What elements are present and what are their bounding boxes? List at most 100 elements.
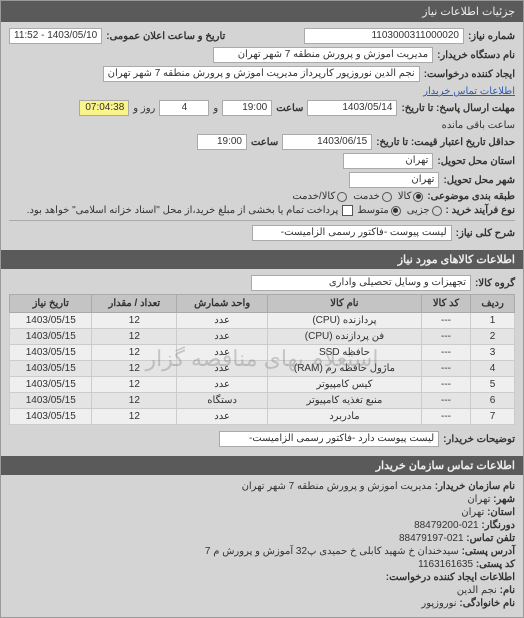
c-name: نجم الدین <box>457 585 497 596</box>
table-cell: --- <box>421 409 470 425</box>
col-header: واحد شمارش <box>177 295 268 313</box>
c-fax: 021-88479200 <box>414 520 479 531</box>
table-cell: 12 <box>92 345 177 361</box>
contact-header: اطلاعات تماس سازمان خریدار <box>1 456 523 475</box>
table-cell: فن پردازنده (CPU) <box>268 329 422 345</box>
items-header: اطلاعات کالاهای مورد نیاز <box>1 250 523 269</box>
table-cell: 12 <box>92 329 177 345</box>
table-row: 1---پردازنده (CPU)عدد121403/05/15 <box>10 313 515 329</box>
table-row: 4---ماژول حافظه رم (RAM)عدد121403/05/15 <box>10 361 515 377</box>
form-section: شماره نیاز: 1103000311000020 تاریخ و ساع… <box>1 22 523 250</box>
deadline-send-time: 19:00 <box>222 100 272 116</box>
window: جزئیات اطلاعات نیاز شماره نیاز: 11030003… <box>0 0 524 618</box>
table-cell: منبع تغذیه کامپیوتر <box>268 393 422 409</box>
c-org: مدیریت اموزش و پرورش منطقه 7 شهر تهران <box>242 481 432 492</box>
contact-block: نام سازمان خریدار: مدیریت اموزش و پرورش … <box>1 475 523 617</box>
col-header: کد کالا <box>421 295 470 313</box>
province-field: تهران <box>343 153 433 169</box>
c-lname-label: نام خانوادگی: <box>459 598 515 609</box>
pack-radio-group: کالا خدمت کالا/خدمت <box>292 191 423 202</box>
pack-radio-0[interactable]: کالا <box>398 191 424 202</box>
window-title: جزئیات اطلاعات نیاز <box>422 6 515 18</box>
table-cell: 1403/05/15 <box>10 393 92 409</box>
c-prov-label: استان: <box>487 507 515 518</box>
table-cell: 1403/05/15 <box>10 409 92 425</box>
req-no-field: 1103000311000020 <box>304 28 464 44</box>
pay-checkbox[interactable] <box>342 205 353 216</box>
buyer-notes-label: توضیحات خریدار: <box>443 434 515 445</box>
table-row: 7---مادربردعدد121403/05/15 <box>10 409 515 425</box>
table-cell: 1403/05/15 <box>10 377 92 393</box>
size-radio-group: جزیی متوسط <box>357 205 441 216</box>
creator-field: نجم الدین نوروزپور کارپرداز مدیریت اموزش… <box>103 66 420 82</box>
table-cell: 12 <box>92 393 177 409</box>
table-cell: 5 <box>471 377 515 393</box>
table-cell: --- <box>421 377 470 393</box>
c-postal: 1163161635 <box>418 559 473 570</box>
c-phone: 021-88479197 <box>399 533 464 544</box>
table-cell: 3 <box>471 345 515 361</box>
size-radio-0[interactable]: جزیی <box>407 205 442 216</box>
table-row: 2---فن پردازنده (CPU)عدد121403/05/15 <box>10 329 515 345</box>
valid-min-date: 1403/06/15 <box>282 134 372 150</box>
valid-min-time: 19:00 <box>197 134 247 150</box>
city-field: تهران <box>349 172 439 188</box>
size-label: نوع فرآیند خرید : <box>446 205 515 216</box>
table-cell: دستگاه <box>177 393 268 409</box>
table-cell: --- <box>421 329 470 345</box>
pay-note: پرداخت تمام یا بخشی از مبلغ خرید،از محل … <box>27 205 339 216</box>
col-header: تاریخ نیاز <box>10 295 92 313</box>
c-reqhdr: اطلاعات ایجاد کننده درخواست: <box>386 572 515 583</box>
table-cell: 1 <box>471 313 515 329</box>
pack-radio-1[interactable]: خدمت <box>353 191 392 202</box>
desc-label: شرح کلی نیاز: <box>456 228 515 239</box>
table-cell: کیس کامپیوتر <box>268 377 422 393</box>
titlebar: جزئیات اطلاعات نیاز <box>1 1 523 22</box>
buyer-dev-field: مدیریت اموزش و پرورش منطقه 7 شهر تهران <box>213 47 433 63</box>
table-cell: --- <box>421 393 470 409</box>
table-cell: 6 <box>471 393 515 409</box>
c-town-label: شهر: <box>493 494 515 505</box>
hour-label-1: ساعت <box>276 103 303 114</box>
table-cell: عدد <box>177 377 268 393</box>
province-label: استان محل تحویل: <box>437 156 515 167</box>
table-cell: 12 <box>92 409 177 425</box>
deadline-send-date: 1403/05/14 <box>307 100 397 116</box>
hour-label-2: ساعت <box>251 137 278 148</box>
separator <box>9 220 515 221</box>
table-cell: --- <box>421 345 470 361</box>
col-header: نام کالا <box>268 295 422 313</box>
table-row: 6---منبع تغذیه کامپیوتردستگاه121403/05/1… <box>10 393 515 409</box>
remain-time: 07:04:38 <box>79 100 129 116</box>
desc-field: لیست پیوست -فاکتور رسمی الزامیست- <box>252 225 452 241</box>
contact-link[interactable]: اطلاعات تماس خریدار <box>423 86 515 97</box>
c-town: تهران <box>467 494 490 505</box>
group-field: تجهیزات و وسایل تحصیلی واداری <box>251 275 471 291</box>
col-header: تعداد / مقدار <box>92 295 177 313</box>
table-cell: پردازنده (CPU) <box>268 313 422 329</box>
pack-label: طبقه بندی موضوعی: <box>427 191 515 202</box>
c-phone-label: تلفن تماس: <box>466 533 515 544</box>
c-prov: تهران <box>461 507 484 518</box>
pack-opt-0: کالا <box>398 191 412 202</box>
buyer-notes-field: لیست پیوست دارد -فاکتور رسمی الزامیست- <box>219 431 439 447</box>
group-label: گروه کالا: <box>475 278 515 289</box>
table-cell: 1403/05/15 <box>10 329 92 345</box>
c-lname: نوروزپور <box>421 598 456 609</box>
day-label: روز و <box>133 103 155 114</box>
table-row: 3---حافظه SSDعدد121403/05/15 <box>10 345 515 361</box>
size-radio-1[interactable]: متوسط <box>357 205 400 216</box>
pack-radio-2[interactable]: کالا/خدمت <box>292 191 347 202</box>
table-cell: 12 <box>92 313 177 329</box>
table-cell: عدد <box>177 409 268 425</box>
table-cell: حافظه SSD <box>268 345 422 361</box>
table-cell: 12 <box>92 377 177 393</box>
c-addr-label: آدرس پستی: <box>462 546 515 557</box>
table-cell: عدد <box>177 361 268 377</box>
table-cell: 1403/05/15 <box>10 361 92 377</box>
pack-opt-1: خدمت <box>353 191 380 202</box>
c-addr: سیدخندان خ شهید کابلی خ حمیدی پ32 آموزش … <box>205 546 459 557</box>
table-cell: ماژول حافظه رم (RAM) <box>268 361 422 377</box>
items-table: ردیفکد کالانام کالاواحد شمارشتعداد / مقد… <box>9 294 515 425</box>
col-header: ردیف <box>471 295 515 313</box>
